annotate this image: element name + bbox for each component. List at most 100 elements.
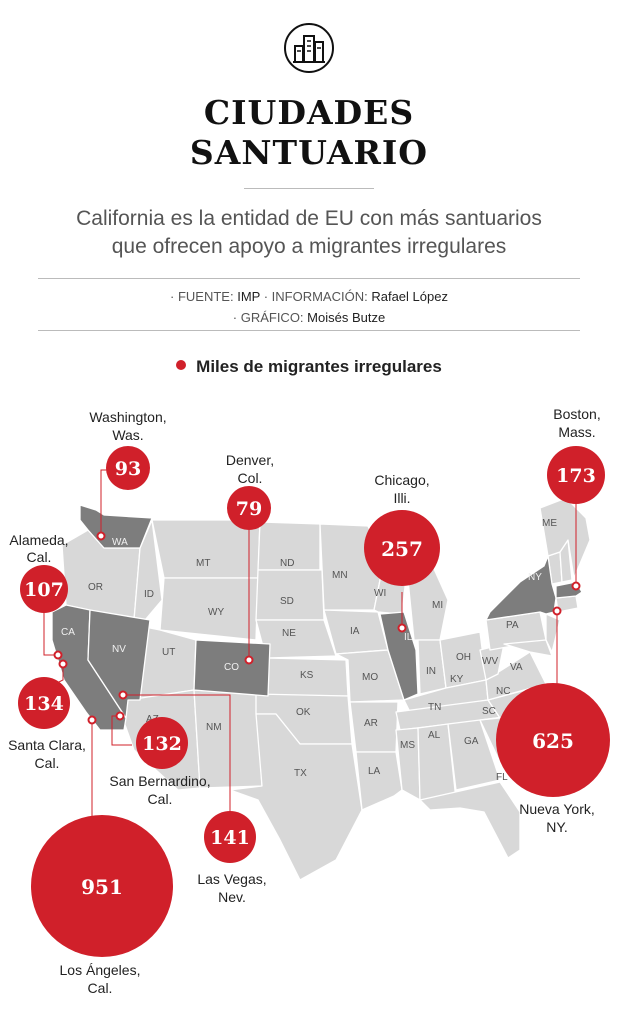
bubble-nuevayork xyxy=(496,683,610,797)
city-boston-1: Boston, xyxy=(553,406,600,422)
credits-graphic: · GRÁFICO: Moisés Butze xyxy=(0,309,618,327)
label-sc: SC xyxy=(482,706,496,717)
value-santaclara: 134 xyxy=(24,693,64,715)
dot-chicago xyxy=(397,623,407,633)
state-la xyxy=(355,751,403,811)
label-tx: TX xyxy=(294,768,307,779)
label-ks: KS xyxy=(300,670,314,681)
credits-bottom-divider xyxy=(38,330,580,331)
value-chicago: 257 xyxy=(381,537,423,561)
dot-nuevayork xyxy=(552,606,562,616)
bubble-lasvegas xyxy=(204,811,256,863)
dot-losangeles xyxy=(87,715,97,725)
label-nd: ND xyxy=(280,558,294,569)
state-wy xyxy=(159,577,259,641)
leader-lines xyxy=(43,469,577,818)
value-washington: 93 xyxy=(115,458,141,480)
value-denver: 79 xyxy=(236,498,262,520)
label-ga: GA xyxy=(464,736,479,747)
bubbles xyxy=(18,446,610,957)
city-chicago-1: Chicago, xyxy=(374,472,429,488)
state-me xyxy=(539,497,591,579)
state-ga xyxy=(447,719,501,791)
label-la: LA xyxy=(368,766,381,777)
dot-washington xyxy=(96,531,106,541)
title-divider xyxy=(244,188,374,189)
legend: Miles de migrantes irregulares xyxy=(0,357,618,377)
label-mi: MI xyxy=(432,600,443,611)
city-nuevayork-2: NY. xyxy=(546,819,568,835)
bubble-santaclara xyxy=(18,677,70,729)
city-lasvegas-1: Las Vegas, xyxy=(197,871,266,887)
legend-dot-icon xyxy=(176,360,187,370)
bubble-chicago xyxy=(364,510,440,586)
leader-alameda xyxy=(43,612,57,656)
label-mt: MT xyxy=(196,558,210,569)
state-md xyxy=(503,639,553,657)
credits-source: · FUENTE: IMP · INFORMACIÓN: Rafael Lópe… xyxy=(0,288,618,306)
title-line-2: SANTUARIO xyxy=(189,133,429,172)
label-ok: OK xyxy=(296,707,311,718)
location-dots xyxy=(53,531,581,725)
state-sd xyxy=(255,569,325,621)
bubble-losangeles xyxy=(31,815,173,957)
value-losangeles: 951 xyxy=(81,875,123,899)
label-wv: WV xyxy=(482,656,498,667)
dot-sanbernardino xyxy=(115,711,125,721)
label-wy: WY xyxy=(208,607,224,618)
label-ca: CA xyxy=(61,627,75,638)
city-sanbernardino-2: Cal. xyxy=(148,791,173,807)
bubble-boston xyxy=(547,446,605,504)
dot-lasvegas xyxy=(118,690,128,700)
label-ms: MS xyxy=(400,740,415,751)
legend-label: Miles de migrantes irregulares xyxy=(196,357,442,376)
info-value: Rafael López xyxy=(371,289,448,304)
state-labels: WA OR CA NV ID MT WY UT CO AZ NM ND SD N… xyxy=(61,518,557,783)
label-ia: IA xyxy=(350,626,360,637)
label-ar: AR xyxy=(364,718,378,729)
city-losangeles-2: Cal. xyxy=(88,980,113,996)
value-alameda: 107 xyxy=(24,579,64,601)
city-losangeles-1: Los Ángeles, xyxy=(60,962,141,978)
city-denver-2: Col. xyxy=(238,470,263,486)
city-washington-2: Was. xyxy=(112,427,143,443)
dot-santaclara xyxy=(58,659,68,669)
value-boston: 173 xyxy=(556,465,596,487)
label-wi: WI xyxy=(374,588,386,599)
leader-lasvegas xyxy=(123,694,231,815)
label-ne: NE xyxy=(282,628,296,639)
graphic-value: Moisés Butze xyxy=(307,310,386,325)
state-ny xyxy=(485,555,557,621)
label-me: ME xyxy=(542,518,557,529)
leader-washington xyxy=(100,469,107,535)
value-lasvegas: 141 xyxy=(210,827,250,849)
label-ut: UT xyxy=(162,647,175,658)
label-va: VA xyxy=(510,662,523,673)
label-oh: OH xyxy=(456,652,471,663)
highlighted-states xyxy=(51,504,583,731)
state-fl xyxy=(419,781,521,859)
label-or: OR xyxy=(88,582,103,593)
credits-top-divider xyxy=(38,278,580,279)
state-co xyxy=(193,639,271,697)
city-alameda-1: Alameda, xyxy=(9,532,68,548)
label-nm: NM xyxy=(206,722,222,733)
bubble-washington xyxy=(106,446,150,490)
bubble-values: 93 79 257 173 107 134 132 141 951 625 xyxy=(24,458,596,899)
subtitle-line-1: California es la entidad de EU con más s… xyxy=(76,207,542,230)
city-nuevayork-1: Nueva York, xyxy=(519,801,595,817)
city-denver-1: Denver, xyxy=(226,452,274,468)
label-nc: NC xyxy=(496,686,510,697)
state-mo xyxy=(335,649,405,703)
city-santaclara-2: Cal. xyxy=(35,755,60,771)
city-buildings-icon xyxy=(284,23,334,73)
title-line-1: CIUDADES xyxy=(203,93,415,132)
subtitle-line-2: que ofrecen apoyo a migrantes irregulare… xyxy=(111,235,507,258)
state-il xyxy=(379,611,419,701)
dot-alameda xyxy=(53,650,63,660)
label-al: AL xyxy=(428,730,441,741)
label-sd: SD xyxy=(280,596,294,607)
source-label: · FUENTE: xyxy=(170,289,234,304)
label-id: ID xyxy=(144,589,154,600)
label-co: CO xyxy=(224,662,239,673)
